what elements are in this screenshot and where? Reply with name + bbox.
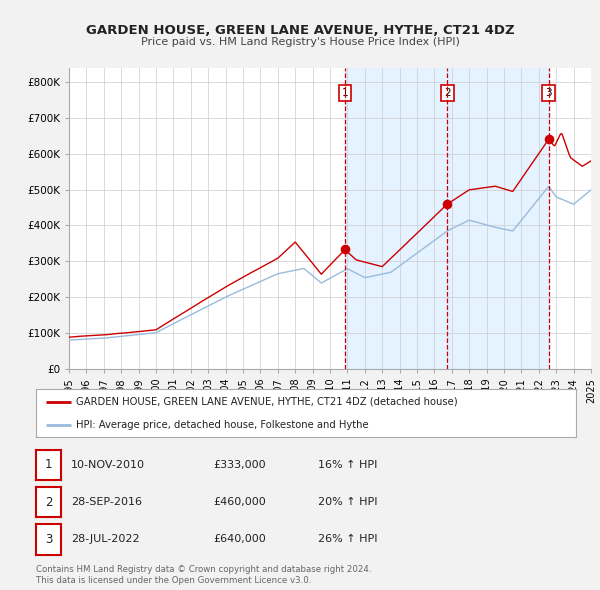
Text: 1: 1: [45, 458, 52, 471]
Text: 28-JUL-2022: 28-JUL-2022: [71, 535, 139, 544]
Text: 10-NOV-2010: 10-NOV-2010: [71, 460, 145, 470]
Text: 1: 1: [341, 88, 348, 98]
Text: £333,000: £333,000: [213, 460, 266, 470]
Text: 2: 2: [45, 496, 52, 509]
Text: GARDEN HOUSE, GREEN LANE AVENUE, HYTHE, CT21 4DZ: GARDEN HOUSE, GREEN LANE AVENUE, HYTHE, …: [86, 24, 514, 37]
Text: £460,000: £460,000: [213, 497, 266, 507]
Text: 26% ↑ HPI: 26% ↑ HPI: [318, 535, 377, 544]
Text: Contains HM Land Registry data © Crown copyright and database right 2024.: Contains HM Land Registry data © Crown c…: [36, 565, 371, 574]
Text: GARDEN HOUSE, GREEN LANE AVENUE, HYTHE, CT21 4DZ (detached house): GARDEN HOUSE, GREEN LANE AVENUE, HYTHE, …: [77, 396, 458, 407]
Text: 2: 2: [444, 88, 451, 98]
Text: 16% ↑ HPI: 16% ↑ HPI: [318, 460, 377, 470]
Text: 28-SEP-2016: 28-SEP-2016: [71, 497, 142, 507]
Bar: [345, 68, 549, 369]
Text: 20% ↑ HPI: 20% ↑ HPI: [318, 497, 377, 507]
Text: Price paid vs. HM Land Registry's House Price Index (HPI): Price paid vs. HM Land Registry's House …: [140, 37, 460, 47]
Text: 3: 3: [45, 533, 52, 546]
Text: 3: 3: [545, 88, 552, 98]
Text: HPI: Average price, detached house, Folkestone and Hythe: HPI: Average price, detached house, Folk…: [77, 420, 369, 430]
Point: [544, 135, 554, 144]
Point: [443, 199, 452, 209]
Text: £640,000: £640,000: [213, 535, 266, 544]
Point: [340, 245, 350, 254]
Text: This data is licensed under the Open Government Licence v3.0.: This data is licensed under the Open Gov…: [36, 576, 311, 585]
